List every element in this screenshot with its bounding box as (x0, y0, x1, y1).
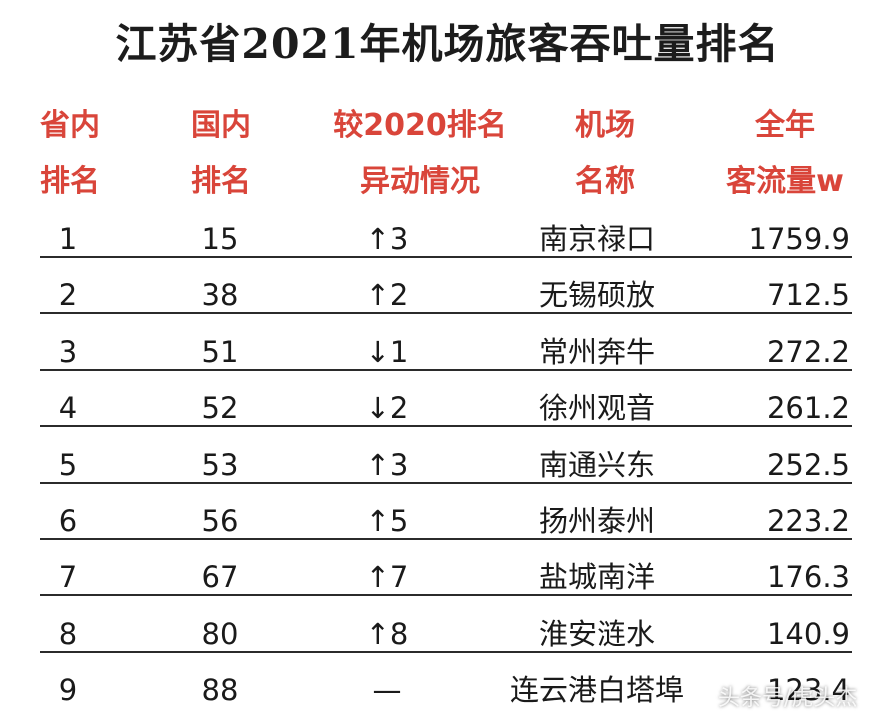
cell-national-rank: 88 (201, 673, 239, 708)
cell-airport-name: 南通兴东 (538, 447, 655, 482)
header-airport-name: 机场 名称 (555, 98, 655, 210)
cell-annual-volume: 252.5 (766, 447, 850, 482)
header-annual-volume-line1: 全年 (755, 108, 815, 143)
cell-national-rank: 80 (201, 616, 239, 651)
cell-national-rank: 53 (201, 447, 239, 482)
watermark: 头条号/虎头杰 (718, 686, 858, 711)
header-national-rank: 国内 排名 (175, 98, 267, 210)
row-divider (40, 481, 852, 484)
cell-annual-volume: 140.9 (766, 616, 850, 651)
cell-rank-change: ↑5 (365, 504, 409, 538)
cell-province-rank: 2 (58, 278, 78, 313)
cell-rank-change: ↓1 (365, 334, 409, 369)
cell-province-rank: 8 (58, 616, 78, 651)
cell-province-rank: 9 (58, 673, 78, 708)
cell-national-rank: 56 (201, 504, 239, 538)
header-national-rank-line2: 排名 (191, 164, 251, 199)
cell-airport-name: 南京禄口 (538, 222, 655, 256)
cell-national-rank: 15 (201, 222, 239, 256)
header-airport-name-line2: 名称 (575, 164, 635, 199)
cell-rank-change: ↑3 (365, 222, 409, 256)
cell-province-rank: 3 (58, 334, 78, 369)
cell-airport-name: 淮安涟水 (538, 616, 655, 651)
header-rank-change-line1: 较2020排名 (333, 108, 507, 143)
cell-annual-volume: 1759.9 (748, 222, 850, 256)
row-divider (40, 425, 852, 428)
cell-airport-name: 徐州观音 (538, 391, 655, 426)
cell-province-rank: 4 (58, 391, 78, 426)
header-airport-name-line1: 机场 (575, 108, 635, 143)
header-national-rank-line1: 国内 (191, 108, 251, 143)
cell-rank-change: ↑3 (365, 447, 409, 482)
cell-airport-name: 常州奔牛 (538, 334, 655, 369)
cell-province-rank: 7 (58, 560, 78, 595)
row-divider (40, 594, 852, 597)
row-divider (40, 368, 852, 371)
header-rank-change: 较2020排名 异动情况 (305, 98, 535, 210)
cell-annual-volume: 261.2 (766, 391, 850, 426)
row-divider (40, 650, 852, 653)
cell-rank-change: ↑2 (365, 278, 409, 313)
cell-national-rank: 67 (201, 560, 239, 595)
header-rank-change-line2: 异动情况 (360, 164, 480, 199)
cell-rank-change: ↑8 (365, 616, 409, 651)
cell-annual-volume: 123.4 (766, 673, 850, 708)
cell-airport-name: 无锡硕放 (538, 278, 655, 313)
cell-rank-change: — (372, 673, 402, 708)
cell-airport-name: 扬州泰州 (538, 504, 655, 538)
header-province-rank-line2: 排名 (40, 164, 100, 199)
header-province-rank-line1: 省内 (40, 108, 100, 143)
cell-province-rank: 1 (58, 222, 78, 256)
header-annual-volume: 全年 客流量w (705, 98, 865, 210)
row-divider (40, 538, 852, 540)
cell-national-rank: 52 (201, 391, 239, 426)
header-annual-volume-line2: 客流量w (726, 164, 844, 199)
row-divider (40, 312, 852, 315)
cell-national-rank: 51 (201, 334, 239, 369)
cell-rank-change: ↓2 (365, 391, 409, 426)
cell-airport-name: 盐城南洋 (538, 560, 655, 595)
cell-national-rank: 38 (201, 278, 239, 313)
cell-airport-name: 连云港白塔埠 (509, 673, 684, 708)
header-province-rank: 省内 排名 (30, 98, 110, 210)
cell-province-rank: 5 (58, 447, 78, 482)
cell-rank-change: ↑7 (365, 560, 409, 595)
cell-province-rank: 6 (58, 504, 78, 538)
row-divider (40, 256, 852, 258)
page-title: 江苏省2021年机场旅客吞吐量排名 (115, 20, 780, 68)
cell-annual-volume: 272.2 (766, 334, 850, 369)
cell-annual-volume: 223.2 (766, 504, 850, 538)
cell-annual-volume: 176.3 (766, 560, 850, 595)
cell-annual-volume: 712.5 (766, 278, 850, 313)
